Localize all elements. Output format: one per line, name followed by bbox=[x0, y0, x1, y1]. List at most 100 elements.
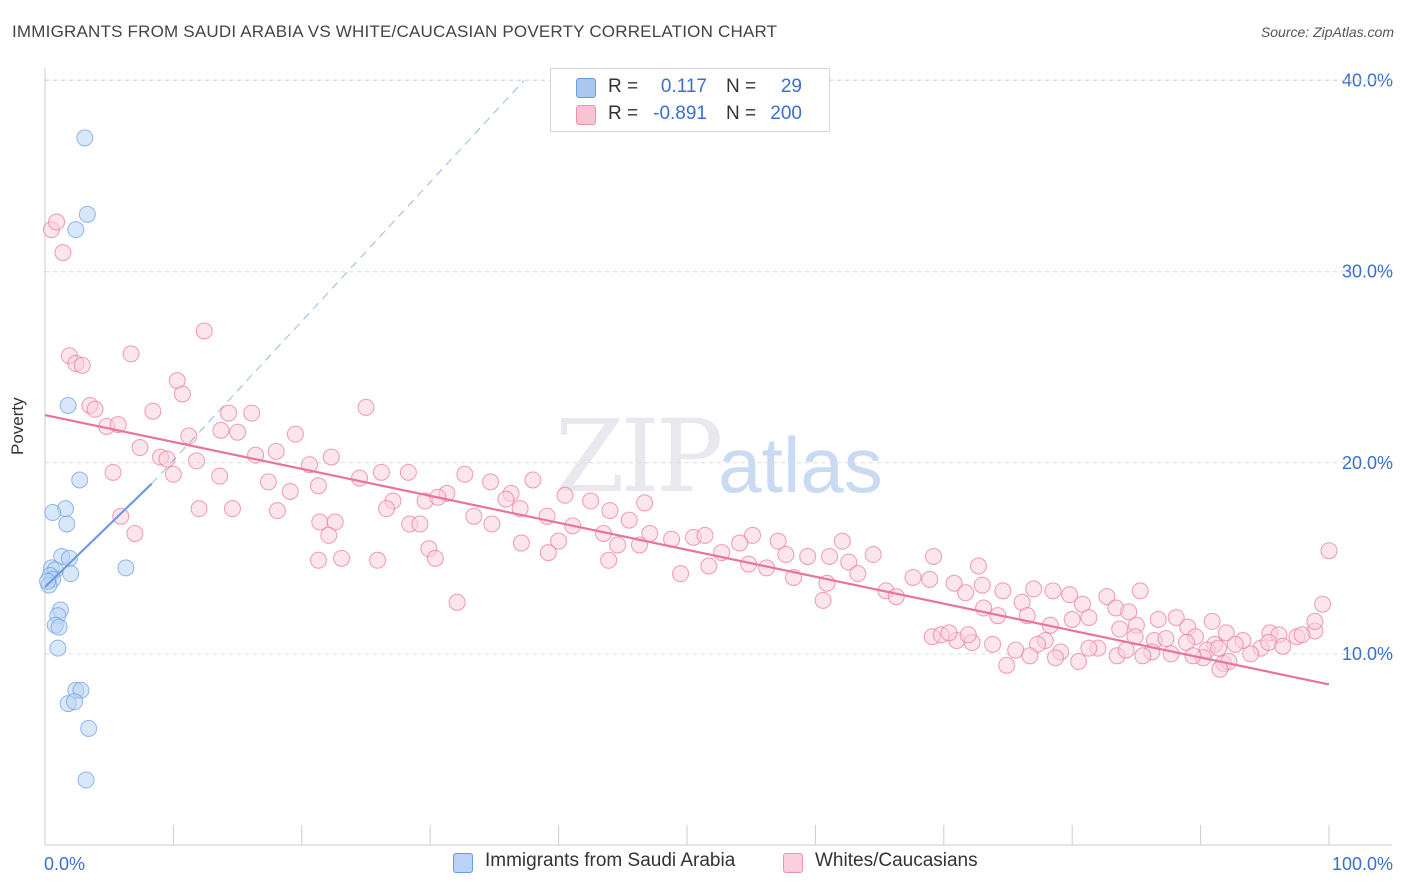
legend-label-whites: Whites/Caucasians bbox=[815, 850, 978, 871]
point-saudi bbox=[50, 618, 68, 636]
point-whites bbox=[1080, 609, 1098, 627]
point-whites bbox=[497, 490, 515, 508]
point-whites bbox=[1063, 611, 1081, 629]
legend-n-value: 29 bbox=[780, 76, 802, 97]
legend-r-label: R = bbox=[608, 76, 639, 97]
series-legend: Immigrants from Saudi Arabia Whites/Cauc… bbox=[0, 850, 1406, 880]
point-whites bbox=[1226, 635, 1244, 653]
point-whites bbox=[173, 385, 191, 403]
point-whites bbox=[1098, 588, 1116, 606]
point-whites bbox=[73, 356, 91, 374]
point-saudi bbox=[77, 771, 95, 789]
point-whites bbox=[1157, 630, 1175, 648]
point-whites bbox=[164, 465, 182, 483]
point-whites bbox=[1044, 582, 1062, 600]
point-whites bbox=[973, 576, 991, 594]
point-whites bbox=[1210, 639, 1228, 657]
point-whites bbox=[609, 536, 627, 554]
point-whites bbox=[696, 526, 714, 544]
point-whites bbox=[1120, 603, 1138, 621]
point-saudi bbox=[49, 639, 67, 657]
point-whites bbox=[904, 568, 922, 586]
point-whites bbox=[1167, 609, 1185, 627]
point-whites bbox=[743, 526, 761, 544]
point-whites bbox=[1149, 611, 1167, 629]
point-whites bbox=[957, 584, 975, 602]
point-whites bbox=[229, 423, 247, 441]
point-whites bbox=[333, 549, 351, 567]
legend-row-whites: R = -0.891 N = 200 bbox=[551, 101, 829, 127]
point-whites bbox=[180, 427, 198, 445]
point-whites bbox=[1306, 612, 1324, 630]
trendline-whites bbox=[44, 413, 1330, 686]
point-whites bbox=[799, 547, 817, 565]
point-whites bbox=[1242, 645, 1260, 663]
watermark-zip: ZIP bbox=[555, 398, 723, 515]
point-whites bbox=[512, 534, 530, 552]
x-tick-label: 100.0% bbox=[1332, 854, 1393, 874]
point-whites bbox=[243, 404, 261, 422]
point-whites bbox=[1314, 595, 1332, 613]
trendline-saudi-extension bbox=[151, 80, 525, 485]
point-whites bbox=[814, 591, 832, 609]
point-whites bbox=[524, 471, 542, 489]
correlation-legend: R = 0.117 N = 29 R = -0.891 N = 200 bbox=[550, 68, 830, 132]
legend-swatch-saudi bbox=[576, 78, 596, 98]
watermark-atlas: atlas bbox=[718, 421, 883, 509]
point-whites bbox=[188, 452, 206, 470]
point-whites bbox=[620, 511, 638, 529]
point-saudi bbox=[117, 559, 135, 577]
point-whites bbox=[940, 624, 958, 642]
point-whites bbox=[1203, 612, 1221, 630]
point-whites bbox=[309, 477, 327, 495]
point-whites bbox=[550, 532, 568, 550]
point-whites bbox=[1117, 641, 1135, 659]
point-saudi bbox=[59, 396, 77, 414]
point-whites bbox=[1007, 641, 1025, 659]
legend-label-saudi: Immigrants from Saudi Arabia bbox=[485, 850, 736, 871]
point-whites bbox=[601, 502, 619, 520]
point-whites bbox=[700, 557, 718, 575]
point-whites bbox=[731, 534, 749, 552]
point-whites bbox=[887, 588, 905, 606]
point-whites bbox=[158, 450, 176, 468]
point-whites bbox=[144, 402, 162, 420]
point-whites bbox=[211, 467, 229, 485]
point-whites bbox=[600, 551, 618, 569]
legend-r-value: -0.891 bbox=[653, 103, 707, 124]
source-label: Source: ZipAtlas.com bbox=[1260, 24, 1394, 40]
point-whites bbox=[399, 463, 417, 481]
point-whites bbox=[223, 500, 241, 518]
point-whites bbox=[322, 448, 340, 466]
point-whites bbox=[840, 553, 858, 571]
point-whites bbox=[556, 486, 574, 504]
y-tick-label: 40.0% bbox=[1342, 71, 1393, 91]
point-whites bbox=[309, 551, 327, 569]
point-whites bbox=[372, 463, 390, 481]
point-whites bbox=[54, 244, 72, 262]
point-whites bbox=[833, 532, 851, 550]
y-axis-label: Poverty bbox=[8, 397, 27, 455]
point-saudi bbox=[44, 503, 62, 521]
point-whites bbox=[351, 469, 369, 487]
point-whites bbox=[195, 322, 213, 340]
legend-row-saudi: R = 0.117 N = 29 bbox=[551, 74, 829, 100]
point-whites bbox=[1260, 633, 1278, 651]
point-whites bbox=[131, 439, 149, 457]
point-whites bbox=[122, 345, 140, 363]
point-whites bbox=[1320, 542, 1338, 560]
point-whites bbox=[259, 473, 277, 491]
point-whites bbox=[1021, 647, 1039, 665]
point-whites bbox=[925, 547, 943, 565]
y-tick-label: 30.0% bbox=[1342, 262, 1393, 282]
point-saudi bbox=[67, 221, 85, 239]
point-whites bbox=[945, 574, 963, 592]
point-saudi bbox=[62, 565, 80, 583]
point-whites bbox=[281, 482, 299, 500]
point-whites bbox=[212, 421, 230, 439]
x-tick-label: 0.0% bbox=[44, 854, 85, 874]
point-whites bbox=[1217, 624, 1235, 642]
point-whites bbox=[998, 656, 1016, 674]
legend-swatch-whites bbox=[783, 853, 803, 873]
